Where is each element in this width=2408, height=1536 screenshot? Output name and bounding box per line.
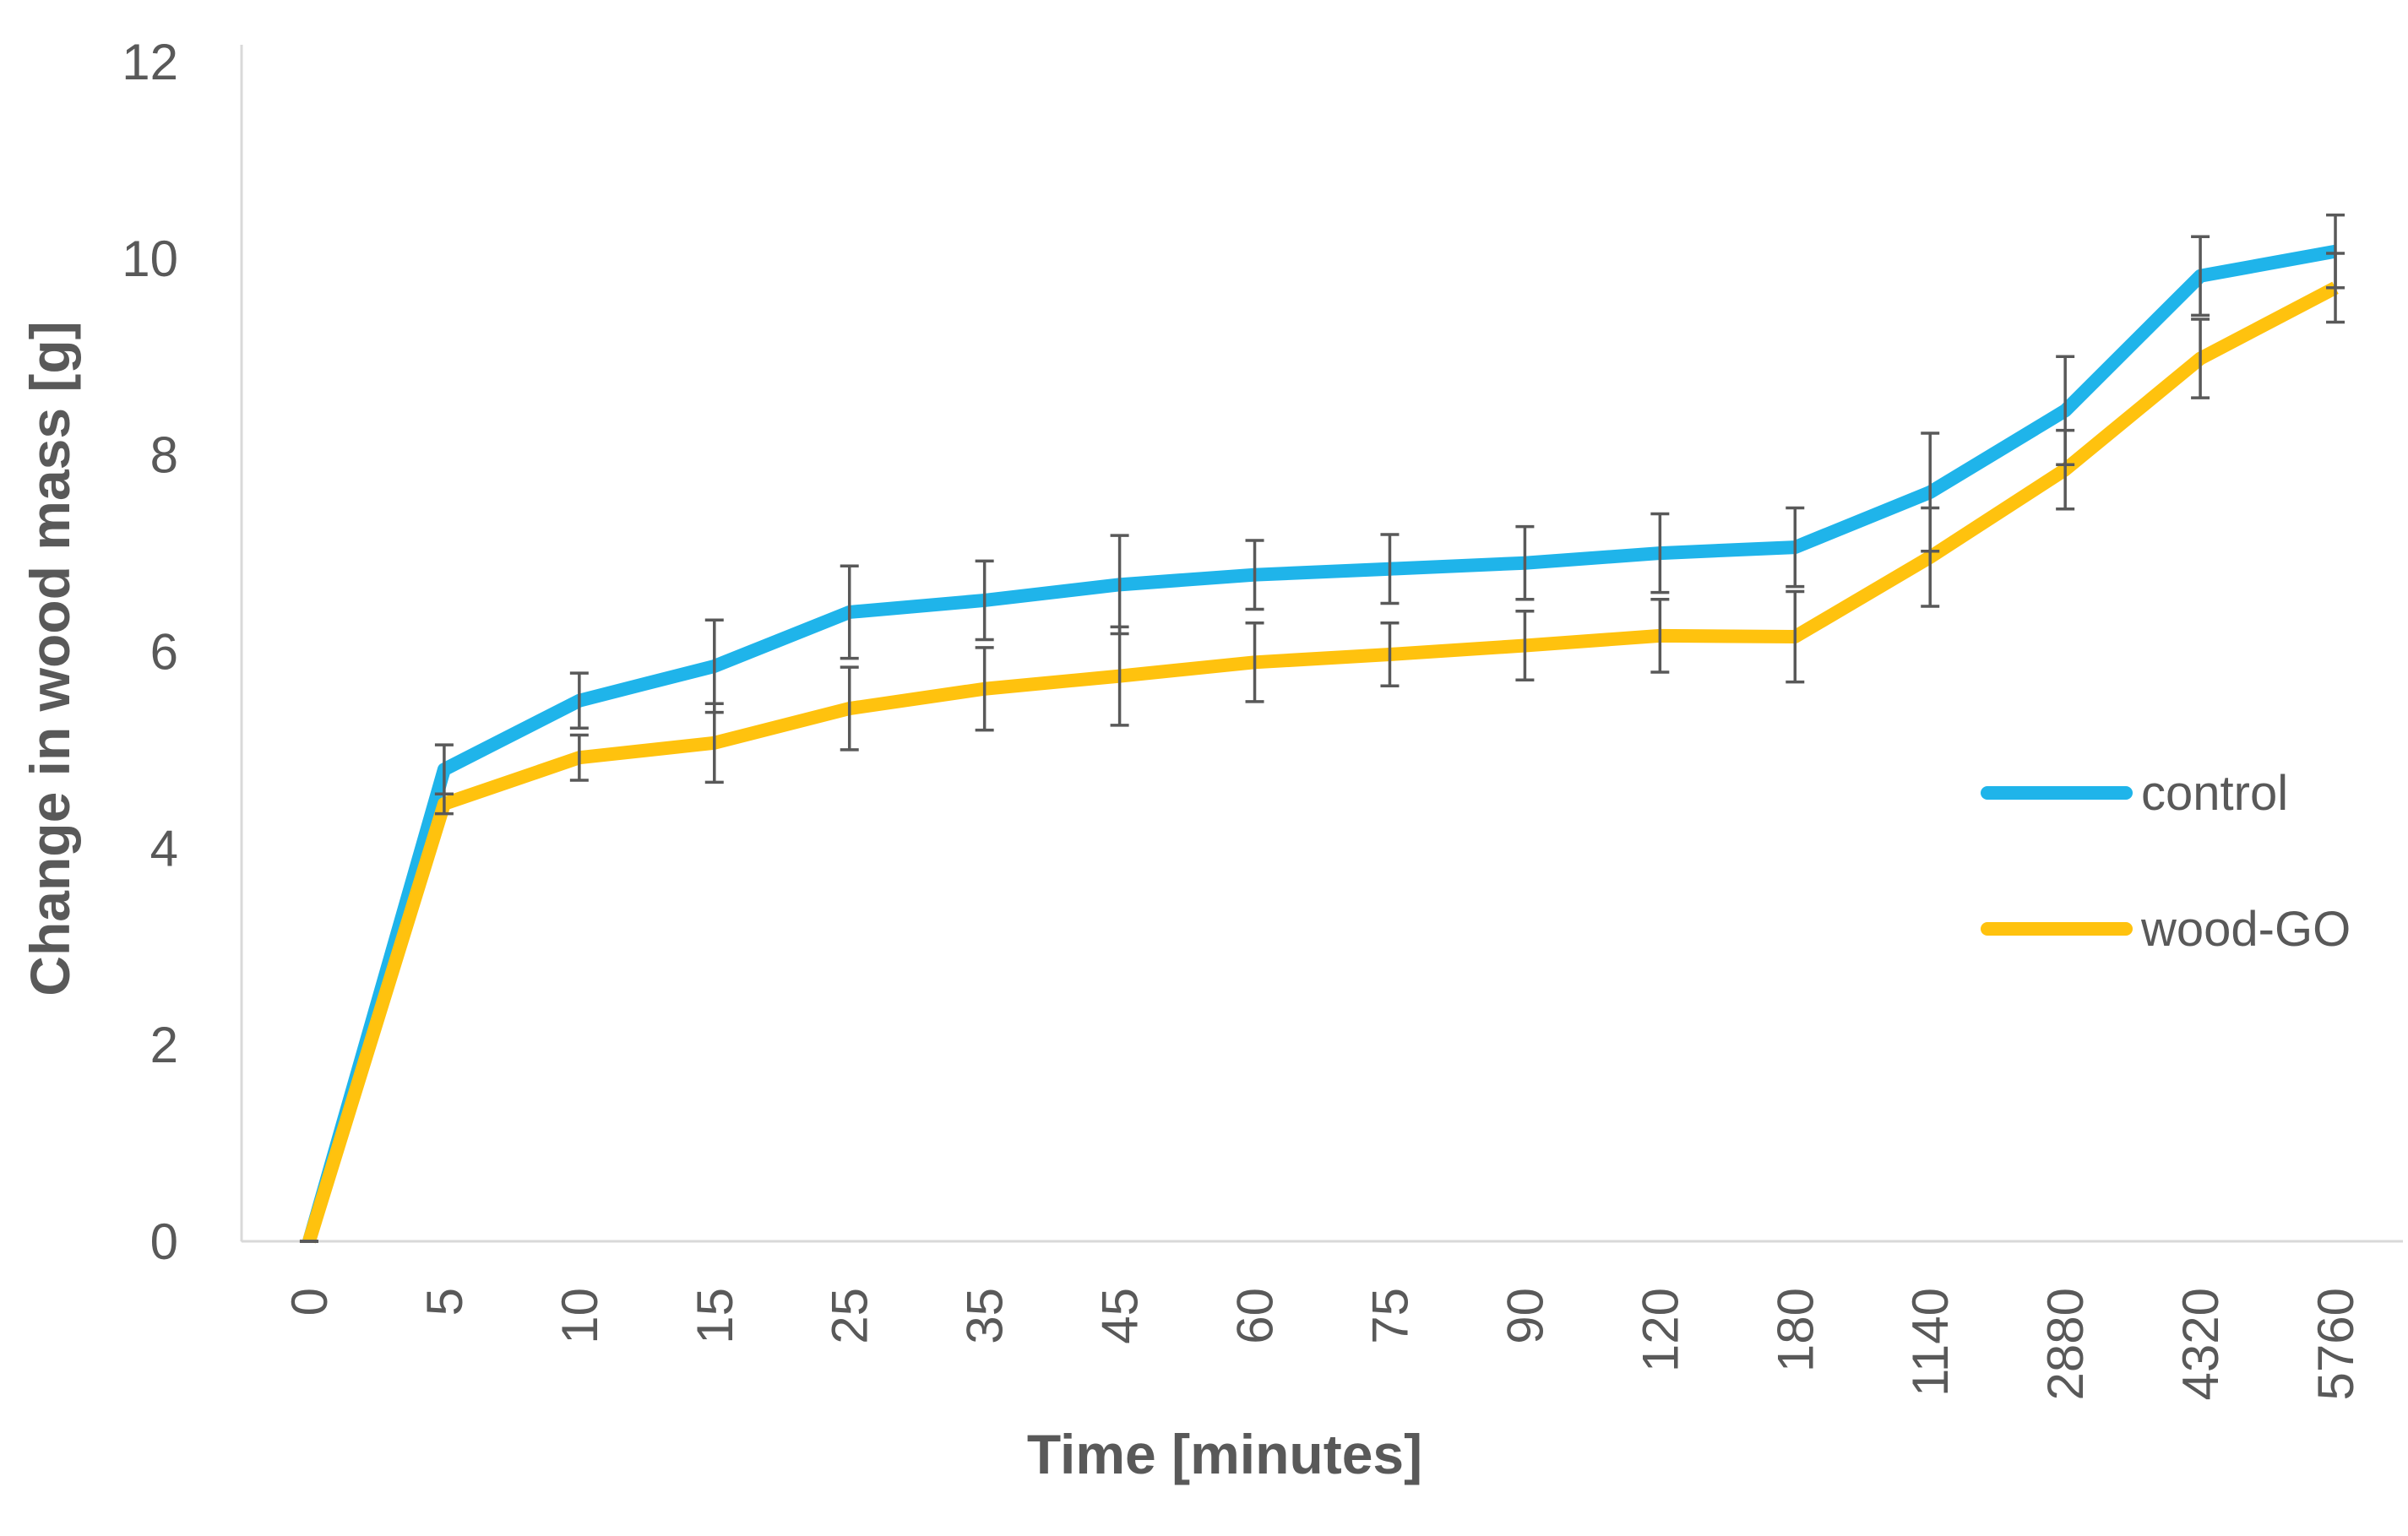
error-bar [1786,589,1805,684]
x-tick-label: 15 [687,1288,743,1344]
error-bar [1921,506,1940,608]
x-tick-label: 180 [1767,1288,1824,1372]
error-bar [1515,524,1535,601]
legend-label: control [2141,766,2288,821]
error-bar [569,671,589,730]
error-bar [434,792,454,816]
x-tick-label: 4320 [2172,1288,2229,1400]
error-bar [2191,235,2210,318]
x-tick-label: 120 [1632,1288,1688,1372]
error-bar [975,559,994,642]
x-tick-label: 45 [1092,1288,1149,1344]
series-line [302,281,2339,1244]
error-bar [1515,610,1535,682]
error-bar [1245,539,1264,611]
x-tick-label: 25 [822,1288,878,1344]
y-axis-title: Change in wood mass [g] [19,321,81,996]
error-bar [1110,625,1129,727]
x-tick-label: 75 [1362,1288,1418,1344]
error-bar [1380,533,1400,605]
x-tick-label: 60 [1227,1288,1284,1344]
error-bar [1786,506,1805,589]
error-bar [1650,598,1670,674]
error-bar [704,702,724,784]
error-bar [2056,428,2075,511]
x-tick-label: 1140 [1902,1288,1959,1397]
x-tick-label: 5 [416,1288,473,1316]
error-bar [1245,621,1264,703]
error-bar [975,646,994,732]
error-bar [1380,621,1400,687]
x-tick-label: 35 [957,1288,1014,1344]
x-axis-title: Time [minutes] [1027,1423,1422,1485]
y-tick-label: 4 [150,820,178,877]
error-bar [840,665,859,752]
y-tick-label: 12 [122,34,178,90]
y-tick-label: 8 [150,427,178,484]
error-bar [840,564,859,660]
x-tick-label: 10 [552,1288,608,1344]
x-tick-label: 90 [1497,1288,1553,1344]
legend-label: wood-GO [2140,902,2351,957]
x-tick-label: 2880 [2037,1288,2094,1400]
x-tick-label: 0 [281,1288,338,1316]
y-tick-label: 2 [150,1017,178,1073]
y-tick-label: 6 [150,624,178,681]
error-bar [2191,318,2210,399]
error-bar [569,733,589,782]
y-tick-label: 0 [150,1213,178,1270]
error-bar [2326,252,2345,324]
series-line [302,244,2337,1244]
y-tick-label: 10 [122,231,178,287]
error-bar [1650,512,1670,594]
x-tick-label: 5760 [2307,1288,2364,1400]
